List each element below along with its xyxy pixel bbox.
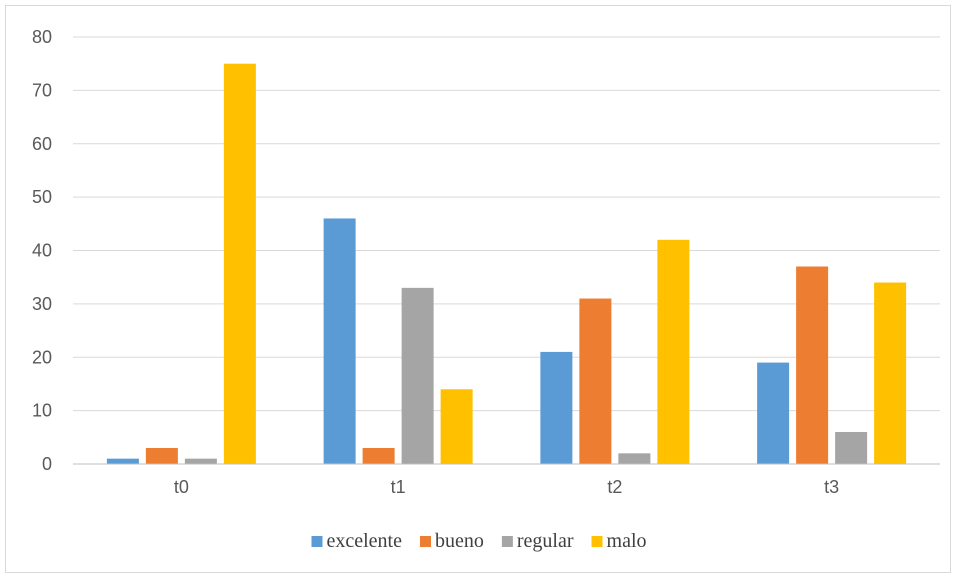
x-tick-label: t2 <box>607 477 622 497</box>
legend-item-bueno: bueno <box>419 530 484 552</box>
y-tick-label: 30 <box>32 294 52 314</box>
bar-regular-t2 <box>618 453 651 464</box>
x-tick-label: t0 <box>174 477 189 497</box>
y-tick-label: 60 <box>32 134 52 154</box>
legend-label-regular: regular <box>517 530 574 552</box>
x-tick-label: t3 <box>824 477 839 497</box>
legend-label-malo: malo <box>607 530 647 552</box>
legend-swatch-malo <box>591 536 603 547</box>
y-tick-label: 20 <box>32 347 52 367</box>
legend-swatch-regular <box>501 536 513 547</box>
bar-regular-t0 <box>184 458 217 464</box>
legend-item-excelente: excelente <box>311 530 402 552</box>
bar-regular-t1 <box>401 287 434 464</box>
x-axis: t0 t1 t2 t3 <box>73 463 940 497</box>
bar-excelente-t0 <box>106 458 139 464</box>
y-tick-label: 0 <box>42 454 52 474</box>
y-tick-label: 70 <box>32 80 52 100</box>
legend-swatch-bueno <box>419 536 431 547</box>
legend-label-excelente: excelente <box>326 530 402 552</box>
bar-chart: 0 10 20 30 40 50 60 70 80 t0 t1 t2 t3 excelente buen… <box>32 27 940 552</box>
x-tick-label: t1 <box>391 477 406 497</box>
bar-bueno-t3 <box>796 266 829 464</box>
y-axis-tick-labels: 0 10 20 30 40 50 60 70 80 <box>32 27 52 474</box>
bar-bueno-t1 <box>362 447 395 464</box>
y-tick-label: 40 <box>32 241 52 261</box>
y-tick-label: 50 <box>32 187 52 207</box>
legend: excelente bueno regular malo <box>311 530 647 552</box>
chart-area: 0 10 20 30 40 50 60 70 80 t0 t1 t2 t3 excelente buen… <box>5 5 951 573</box>
bar-malo-t3 <box>874 282 907 464</box>
y-tick-label: 10 <box>32 401 52 421</box>
bar-excelente-t2 <box>540 351 573 464</box>
bars <box>106 63 907 464</box>
bar-bueno-t0 <box>145 447 178 464</box>
legend-item-malo: malo <box>591 530 647 552</box>
legend-item-regular: regular <box>501 530 574 552</box>
bar-malo-t1 <box>440 389 473 464</box>
bar-excelente-t1 <box>323 218 356 464</box>
y-tick-label: 80 <box>32 27 52 47</box>
gridlines <box>73 36 940 412</box>
bar-bueno-t2 <box>579 298 612 464</box>
bar-excelente-t3 <box>757 362 790 464</box>
bar-malo-t2 <box>657 239 690 464</box>
bar-regular-t3 <box>835 431 868 464</box>
bar-malo-t0 <box>223 63 256 464</box>
legend-swatch-excelente <box>311 536 323 547</box>
legend-label-bueno: bueno <box>435 530 484 552</box>
